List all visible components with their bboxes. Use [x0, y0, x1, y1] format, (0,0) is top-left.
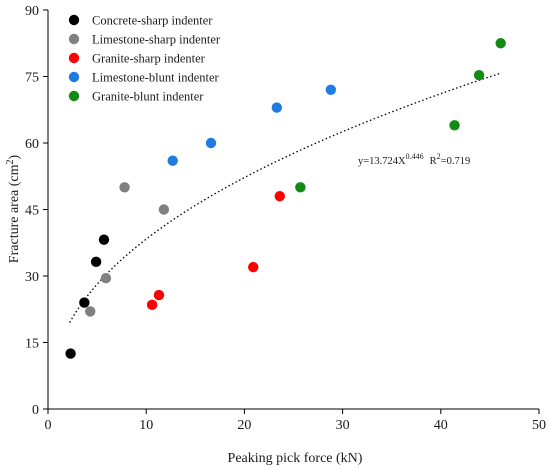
fit-equation-main: y=13.724X	[358, 156, 406, 167]
y-tick-label: 30	[25, 270, 39, 285]
legend-marker-5	[68, 90, 80, 102]
legend-marker-2	[68, 33, 80, 45]
data-point-series-2	[158, 204, 170, 215]
y-tick-label: 75	[25, 71, 39, 86]
x-tick-label: 50	[532, 418, 546, 433]
data-point-series-3	[274, 191, 285, 202]
legend: Concrete-sharp indenter Limestone-sharp i…	[68, 14, 221, 104]
x-tick-label: 30	[336, 418, 350, 433]
x-tick-label: 10	[139, 418, 153, 433]
y-tick-label: 90	[25, 4, 39, 19]
y-tick-label: 60	[25, 137, 39, 152]
data-point-series-3	[146, 299, 158, 311]
data-point-series-2	[100, 273, 112, 284]
fit-equation-r-value: =0.719	[441, 156, 471, 167]
data-point-series-3	[153, 289, 165, 301]
legend-label-5: Granite-blunt indenter	[92, 90, 204, 104]
y-tick-label: 45	[25, 204, 39, 219]
axes: 0 10 20 30 40 50 0 15 30 45 60 75 90	[25, 4, 546, 433]
legend-marker-1	[68, 14, 80, 26]
data-points	[65, 38, 506, 359]
data-point-series-5	[495, 38, 506, 49]
y-axis-title: Fracture area (cm2)	[5, 154, 22, 263]
legend-label-3: Granite-sharp indenter	[92, 52, 206, 66]
data-point-series-1	[90, 256, 102, 268]
data-point-series-1	[79, 297, 90, 308]
y-axis-title-end: )	[7, 154, 22, 159]
y-tick-label: 0	[32, 403, 39, 418]
data-point-series-5	[473, 69, 485, 81]
legend-marker-4	[68, 71, 80, 83]
fit-equation-r: R	[430, 156, 437, 167]
y-tick-label: 15	[25, 337, 39, 352]
data-point-series-2	[85, 306, 96, 317]
data-point-series-4	[325, 84, 337, 96]
x-tick-label: 20	[237, 418, 251, 433]
legend-label-1: Concrete-sharp indenter	[92, 14, 213, 28]
data-point-series-1	[98, 234, 110, 245]
fit-equation-r-sup: 2	[437, 152, 441, 161]
data-point-series-4	[205, 137, 217, 149]
data-point-series-2	[119, 182, 130, 193]
x-axis-title: Peaking pick force (kN)	[228, 451, 363, 466]
data-point-series-4	[271, 102, 283, 113]
y-axis-title-sup: 2	[5, 159, 16, 164]
fit-curve-group	[69, 72, 502, 323]
data-point-series-3	[248, 261, 259, 273]
legend-label-2: Limestone-sharp indenter	[92, 33, 221, 47]
x-tick-label: 0	[45, 418, 52, 433]
data-point-series-1	[65, 348, 76, 359]
fit-equation-exponent: 0.446	[406, 152, 424, 161]
legend-marker-3	[68, 52, 80, 64]
data-point-series-5	[295, 182, 306, 193]
legend-label-4: Limestone-blunt indenter	[92, 71, 220, 85]
data-point-series-5	[449, 120, 460, 131]
x-tick-label: 40	[434, 418, 448, 433]
data-point-series-4	[167, 155, 178, 166]
y-axis-title-main: Fracture area (cm	[7, 164, 22, 263]
fit-curve	[69, 72, 502, 323]
fit-equation: y=13.724X0.446 R2=0.719	[358, 152, 470, 167]
